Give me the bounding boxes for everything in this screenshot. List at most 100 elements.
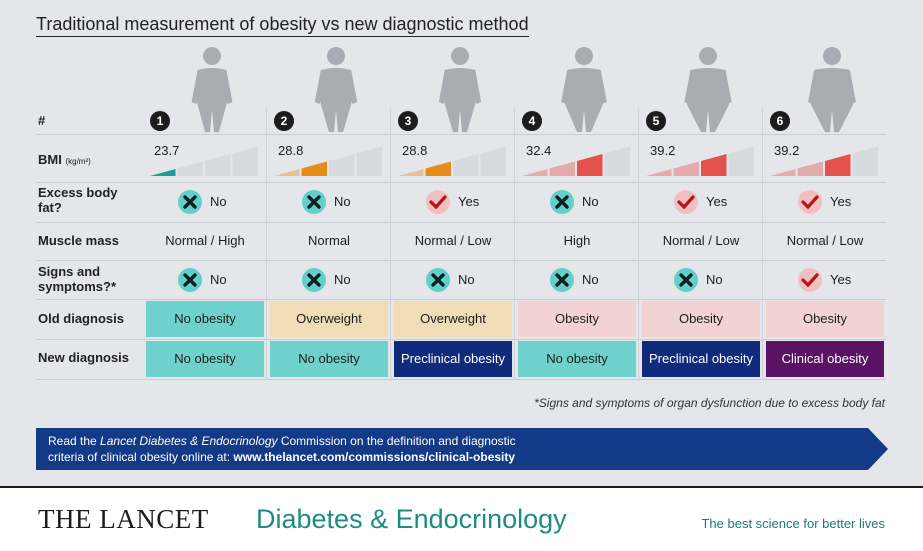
excess-fat-indicator: No <box>550 190 630 214</box>
grid-line <box>36 260 886 261</box>
signs-indicator: No <box>302 268 382 292</box>
row-label-excess-fat: Excess body fat? <box>38 185 118 215</box>
new-diagnosis-cell: No obesity <box>146 341 264 377</box>
excess-fat-indicator: Yes <box>426 190 506 214</box>
row-label-muscle: Muscle mass <box>38 233 119 248</box>
new-diagnosis-cell: No obesity <box>518 341 636 377</box>
grid-line <box>36 134 886 135</box>
bmi-scale-graphic <box>646 146 756 183</box>
person-figure-icon <box>420 44 500 139</box>
signs-indicator-label: No <box>458 272 475 287</box>
excess-fat-indicator: No <box>302 190 382 214</box>
bmi-value: 39.2 <box>774 143 800 158</box>
case-number-badge: 3 <box>398 111 418 131</box>
bmi-scale-graphic <box>398 146 508 183</box>
cross-icon <box>178 190 202 214</box>
person-figure-icon <box>172 44 252 139</box>
person-figure-icon <box>296 44 376 139</box>
grid-line <box>36 299 886 300</box>
old-diagnosis-cell: Obesity <box>518 301 636 337</box>
banner-text-line2: criteria of clinical obesity online at: <box>48 450 234 464</box>
signs-indicator: No <box>426 268 506 292</box>
excess-fat-indicator-label: No <box>334 194 351 209</box>
cross-icon <box>550 190 574 214</box>
tagline: The best science for better lives <box>701 516 885 531</box>
signs-indicator: No <box>674 268 754 292</box>
bmi-value: 28.8 <box>278 143 304 158</box>
column-divider <box>266 108 267 380</box>
excess-fat-indicator-label: Yes <box>458 194 480 209</box>
cross-icon <box>302 268 326 292</box>
new-diagnosis-cell: Clinical obesity <box>766 341 884 377</box>
column-divider <box>514 108 515 380</box>
row-label-bmi: BMI (kg/m²) <box>38 152 91 169</box>
new-diagnosis-cell: Preclinical obesity <box>642 341 760 377</box>
old-diagnosis-cell: Overweight <box>270 301 388 337</box>
signs-indicator: No <box>178 268 258 292</box>
excess-fat-indicator-label: No <box>210 194 227 209</box>
muscle-mass-value: Normal / High <box>165 233 245 248</box>
bmi-unit: (kg/m²) <box>65 157 91 166</box>
check-icon <box>674 190 698 214</box>
case-number-badge: 1 <box>150 111 170 131</box>
row-label-number: # <box>38 113 46 128</box>
commission-url-link[interactable]: www.thelancet.com/commissions/clinical-o… <box>233 450 516 464</box>
new-diagnosis-cell: Preclinical obesity <box>394 341 512 377</box>
old-diagnosis-cell: No obesity <box>146 301 264 337</box>
banner-text: Read the Lancet Diabetes & Endocrinology… <box>48 433 516 465</box>
excess-fat-indicator: Yes <box>674 190 754 214</box>
grid-line <box>36 339 886 340</box>
case-number-badge: 6 <box>770 111 790 131</box>
signs-indicator-label: No <box>582 272 599 287</box>
diagram-title: Traditional measurement of obesity vs ne… <box>36 14 529 37</box>
column-divider <box>762 108 763 380</box>
bmi-scale-graphic <box>770 146 880 183</box>
cross-icon <box>426 268 450 292</box>
excess-fat-indicator-label: No <box>582 194 599 209</box>
check-icon <box>798 268 822 292</box>
cross-icon <box>550 268 574 292</box>
person-figure-icon <box>544 44 624 139</box>
bmi-scale-graphic <box>522 146 632 183</box>
signs-indicator: No <box>550 268 630 292</box>
banner-text-journal: Lancet Diabetes & Endocrinology <box>100 434 278 448</box>
muscle-mass-value: Normal / Low <box>414 233 492 248</box>
bmi-value: 39.2 <box>650 143 676 158</box>
bmi-scale-graphic <box>150 146 260 183</box>
excess-fat-indicator: Yes <box>798 190 878 214</box>
person-figure-icon <box>792 44 872 139</box>
case-number-badge: 4 <box>522 111 542 131</box>
muscle-mass-value: Normal <box>308 233 350 248</box>
cross-icon <box>178 268 202 292</box>
check-icon <box>426 190 450 214</box>
new-diagnosis-cell: No obesity <box>270 341 388 377</box>
muscle-mass-value: High <box>563 233 591 248</box>
signs-indicator-label: No <box>210 272 227 287</box>
grid-line <box>36 182 886 183</box>
bmi-label: BMI <box>38 152 62 167</box>
column-divider <box>638 108 639 380</box>
grid-line <box>36 379 886 380</box>
bmi-scale-graphic <box>274 146 384 183</box>
footer-divider <box>0 486 923 488</box>
signs-indicator-label: Yes <box>830 272 852 287</box>
excess-fat-indicator-label: Yes <box>706 194 728 209</box>
signs-indicator-label: No <box>334 272 351 287</box>
cross-icon <box>302 190 326 214</box>
check-icon <box>798 190 822 214</box>
old-diagnosis-cell: Obesity <box>766 301 884 337</box>
publisher-logo: THE LANCET <box>38 504 209 534</box>
signs-indicator: Yes <box>798 268 878 292</box>
bmi-value: 28.8 <box>402 143 428 158</box>
column-divider <box>390 108 391 380</box>
journal-name: Diabetes & Endocrinology <box>256 504 567 534</box>
old-diagnosis-cell: Overweight <box>394 301 512 337</box>
footnote: *Signs and symptoms of organ dysfunction… <box>534 396 885 410</box>
bmi-value: 23.7 <box>154 143 180 158</box>
row-label-signs: Signs and symptoms?* <box>38 264 117 294</box>
grid-line <box>36 222 886 223</box>
commission-link-banner[interactable]: Read the Lancet Diabetes & Endocrinology… <box>36 428 888 470</box>
bmi-value: 32.4 <box>526 143 552 158</box>
person-figure-icon <box>668 44 748 139</box>
excess-fat-indicator-label: Yes <box>830 194 852 209</box>
